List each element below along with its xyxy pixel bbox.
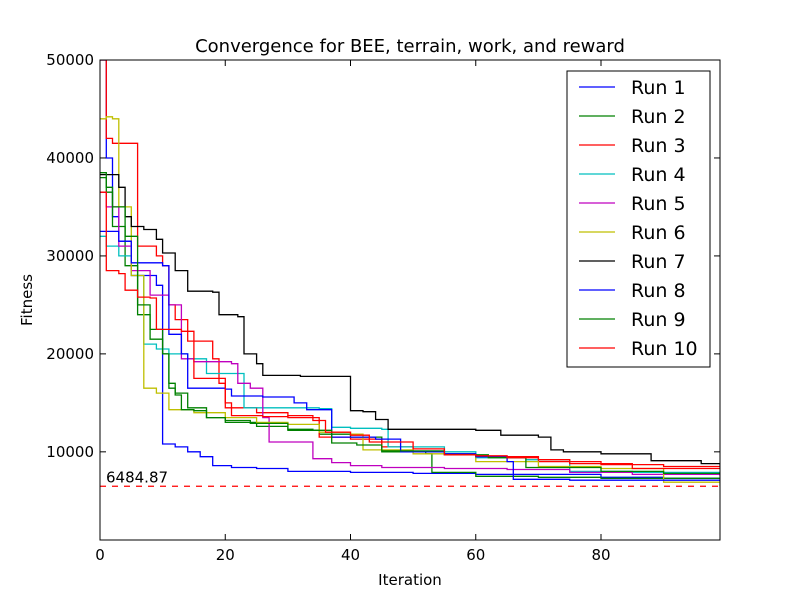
y-tick-label: 20000 <box>46 345 94 363</box>
legend-label-run-7: Run 7 <box>631 251 686 273</box>
y-tick-label: 50000 <box>46 51 94 69</box>
legend-label-run-3: Run 3 <box>631 135 686 157</box>
series-line-run-10 <box>100 191 720 470</box>
series-line-run-6 <box>100 116 720 487</box>
series-group <box>100 60 720 487</box>
legend-label-run-4: Run 4 <box>631 164 686 186</box>
y-tick-label: 30000 <box>46 247 94 265</box>
x-tick-label: 60 <box>466 546 485 564</box>
legend-label-run-2: Run 2 <box>631 106 686 128</box>
y-tick-label: 40000 <box>46 149 94 167</box>
legend-label-run-8: Run 8 <box>631 280 686 302</box>
reference-line-label: 6484.87 <box>106 468 168 486</box>
legend-box <box>566 70 711 368</box>
plot-area: 6484.87 0 20 40 60 80 10000 20000 30000 40000 5000… <box>46 51 721 564</box>
x-tick-label: 80 <box>591 546 610 564</box>
legend-label-run-1: Run 1 <box>631 77 686 99</box>
series-line-run-8 <box>100 230 720 482</box>
x-tick-label: 40 <box>341 546 360 564</box>
legend-label-run-5: Run 5 <box>631 193 686 215</box>
x-axis-label: Iteration <box>378 571 442 589</box>
axes-frame <box>99 59 721 541</box>
y-axis-label: Fitness <box>18 274 36 326</box>
legend: Run 1 Run 2 Run 3 Run 4 Run 5 Run 6 Run 7 Run 8… <box>566 70 711 368</box>
x-tick-label: 0 <box>95 546 105 564</box>
y-tick-label: 10000 <box>46 443 94 461</box>
chart-title: Convergence for BEE, terrain, work, and … <box>195 36 625 57</box>
legend-label-run-6: Run 6 <box>631 222 686 244</box>
series-line-run-5 <box>100 191 720 477</box>
legend-label-run-9: Run 9 <box>631 309 686 331</box>
series-line-run-7 <box>100 173 720 466</box>
legend-label-run-10: Run 10 <box>631 338 698 360</box>
x-tick-label: 20 <box>216 546 235 564</box>
